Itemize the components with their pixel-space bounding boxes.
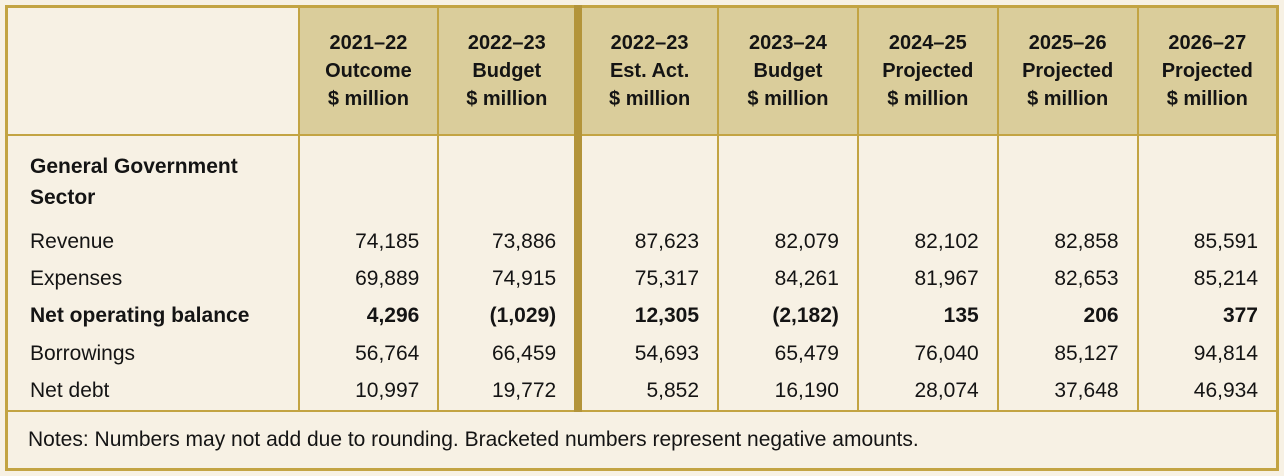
empty-cell (1136, 135, 1279, 223)
column-header-2022-23-est-act: 2022–23 Est. Act. $ million (574, 5, 720, 136)
value-cell: 69,889 (297, 260, 440, 298)
value-cell: 85,127 (996, 335, 1139, 373)
value-cell: 74,185 (297, 222, 440, 261)
notes-row: Notes: Numbers may not add due to roundi… (6, 410, 1278, 470)
header-type: Projected (1022, 60, 1114, 82)
table-row-net-operating-balance: Net operating balance 4,296 (1,029) 12,3… (5, 297, 1279, 336)
column-header-2021-22-outcome: 2021–22 Outcome $ million (297, 5, 440, 136)
section-header-row: General Government Sector (5, 135, 1279, 223)
header-year: 2021–22 (329, 32, 408, 54)
value-cell: 46,934 (1136, 372, 1279, 411)
header-unit: $ million (609, 88, 691, 110)
header-year: 2023–24 (749, 32, 827, 54)
header-type: Projected (882, 60, 974, 82)
empty-cell (996, 135, 1139, 223)
value-cell: 85,591 (1136, 222, 1279, 261)
value-cell: 4,296 (297, 297, 440, 336)
header-unit: $ million (1027, 88, 1109, 110)
value-cell: 37,648 (996, 372, 1139, 411)
value-cell: 74,915 (437, 260, 580, 298)
value-cell: (2,182) (717, 297, 859, 336)
empty-cell (437, 135, 580, 223)
value-cell: 85,214 (1136, 260, 1279, 298)
header-type: Est. Act. (609, 60, 690, 82)
header-type: Budget (472, 60, 542, 82)
header-unit: $ million (887, 88, 969, 110)
value-cell: 19,772 (437, 372, 580, 411)
column-header-2024-25-projected: 2024–25 Projected $ million (856, 5, 999, 136)
empty-cell (856, 135, 999, 223)
value-cell: 75,317 (574, 260, 720, 298)
value-cell: 377 (1136, 297, 1279, 336)
table-row-net-debt: Net debt 10,997 19,772 5,852 16,190 28,0… (5, 372, 1279, 411)
row-label: Net debt (5, 372, 300, 411)
value-cell: 82,858 (996, 222, 1139, 261)
value-cell: 5,852 (574, 372, 720, 411)
header-unit: $ million (327, 88, 409, 110)
header-unit: $ million (1166, 88, 1248, 110)
value-cell: 65,479 (717, 335, 859, 373)
section-title: General Government Sector (5, 135, 300, 223)
value-cell: 82,079 (717, 222, 859, 261)
budget-aggregates-table: 2021–22 Outcome $ million 2022–23 Budget… (5, 5, 1279, 471)
value-cell: 12,305 (574, 297, 720, 336)
header-year: 2022–23 (610, 32, 689, 54)
header-year: 2026–27 (1168, 32, 1247, 54)
row-label: Borrowings (5, 335, 300, 373)
table-row-revenue: Revenue 74,185 73,886 87,623 82,079 82,1… (5, 222, 1279, 261)
empty-cell (297, 135, 440, 223)
value-cell: 76,040 (856, 335, 999, 373)
value-cell: 73,886 (437, 222, 580, 261)
notes-text: Notes: Numbers may not add due to roundi… (6, 410, 1278, 470)
value-cell: 82,102 (856, 222, 999, 261)
header-type: Outcome (325, 60, 412, 82)
value-cell: 94,814 (1136, 335, 1279, 373)
header-year: 2024–25 (888, 32, 967, 54)
empty-cell (717, 135, 859, 223)
value-cell: 28,074 (856, 372, 999, 411)
header-unit: $ million (466, 88, 548, 110)
value-cell: 56,764 (297, 335, 440, 373)
header-unit: $ million (747, 88, 829, 110)
table-row-expenses: Expenses 69,889 74,915 75,317 84,261 81,… (5, 260, 1279, 298)
row-label: Expenses (5, 260, 300, 298)
header-type: Budget (753, 60, 823, 82)
value-cell: 66,459 (437, 335, 580, 373)
header-year: 2022–23 (467, 32, 546, 54)
header-year: 2025–26 (1028, 32, 1107, 54)
column-header-2022-23-budget: 2022–23 Budget $ million (437, 5, 580, 136)
value-cell: 206 (996, 297, 1139, 336)
header-type: Projected (1161, 60, 1253, 82)
column-header-2025-26-projected: 2025–26 Projected $ million (996, 5, 1139, 136)
value-cell: 82,653 (996, 260, 1139, 298)
column-header-2023-24-budget: 2023–24 Budget $ million (717, 5, 859, 136)
value-cell: 54,693 (574, 335, 720, 373)
column-header-2026-27-projected: 2026–27 Projected $ million (1136, 5, 1279, 136)
value-cell: (1,029) (437, 297, 580, 336)
row-label: Net operating balance (5, 297, 300, 336)
row-label: Revenue (5, 222, 300, 261)
corner-cell (5, 5, 300, 136)
value-cell: 135 (856, 297, 999, 336)
value-cell: 16,190 (717, 372, 859, 411)
value-cell: 87,623 (574, 222, 720, 261)
value-cell: 84,261 (717, 260, 859, 298)
table-row-borrowings: Borrowings 56,764 66,459 54,693 65,479 7… (5, 335, 1279, 373)
value-cell: 81,967 (856, 260, 999, 298)
header-row: 2021–22 Outcome $ million 2022–23 Budget… (5, 5, 1279, 136)
empty-cell (574, 135, 720, 223)
value-cell: 10,997 (297, 372, 440, 411)
